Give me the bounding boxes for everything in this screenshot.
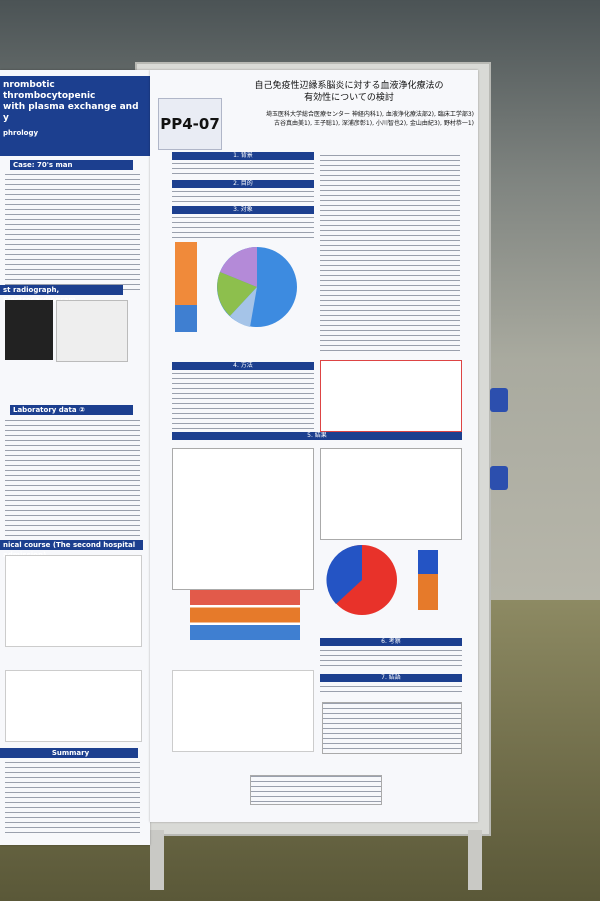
stacked-bar-graphic [418, 550, 438, 610]
affiliation: phrology [3, 129, 39, 137]
section-header: 3. 対象 [172, 206, 314, 214]
author-names: 古谷真由美1), 王子聡1), 深浦彦彰1), 小川智也2), 金山由紀3), … [273, 120, 474, 127]
pie-slice [220, 247, 257, 287]
section-header: Case: 70's man [10, 160, 133, 170]
xray-image [5, 300, 53, 360]
poster-title-line: 有効性についての検討 [304, 93, 394, 103]
section-header: st radiograph, Electrocardiogram [0, 285, 123, 304]
note-box [322, 702, 462, 754]
text-block [172, 163, 314, 177]
left-poster-header: nrombotic thrombocytopenic with plasma e… [0, 76, 150, 156]
section-header: 5. 結果 [172, 432, 462, 440]
survival-chart [5, 670, 142, 742]
section-header: 2. 目的 [172, 180, 314, 188]
table-block [5, 420, 140, 540]
poster-title-line: nrombotic thrombocytopenic [3, 80, 96, 101]
affiliations: 埼玉医科大学総合医療センター 神経内科1), 血液浄化療法部2), 臨床工学部3… [265, 111, 474, 118]
bar-chart-graphic [172, 670, 314, 752]
text-block [320, 650, 462, 670]
board-leg [150, 830, 164, 890]
section-header: Laboratory data ② [10, 405, 133, 415]
poster-title-line: y [3, 113, 9, 123]
results-table [172, 448, 314, 590]
clinical-course-chart [5, 555, 142, 647]
left-poster: nrombotic thrombocytopenic with plasma e… [0, 70, 150, 845]
pie-slice [326, 544, 362, 604]
poster-code: PP4-07 [158, 98, 222, 150]
section-header: 6. 考察 [320, 638, 462, 646]
stacked-bar-graphic [175, 242, 197, 332]
text-block [172, 217, 314, 239]
footer-box [250, 775, 382, 805]
right-poster: PP4-07 自己免疫性辺縁系脳炎に対する血液浄化療法の 有効性についての検討 … [150, 70, 478, 822]
authors: 埼玉医科大学総合医療センター 神経内科1), 血液浄化療法部2), 臨床工学部3… [224, 110, 474, 128]
poster-title-line: with plasma exchange and [3, 102, 139, 112]
section-header: Summary [0, 748, 138, 758]
text-block [5, 762, 140, 837]
pie-slice [230, 287, 257, 327]
pie-graphic [326, 544, 397, 615]
board-clip [490, 388, 508, 412]
bar-graphic [190, 590, 300, 640]
pie-graphic [217, 247, 297, 327]
scale-box [320, 360, 462, 432]
text-block [5, 174, 140, 294]
section-header: 7. 結語 [320, 674, 462, 682]
results-table [320, 448, 462, 540]
text-block [320, 686, 462, 696]
text-block [320, 155, 460, 355]
section-header: 4. 方法 [172, 362, 314, 370]
ecg-image [56, 300, 128, 362]
board-clip [490, 466, 508, 490]
section-header: nical course (The second hospital admiss… [0, 540, 143, 559]
text-block [172, 373, 314, 433]
pie-slice [217, 272, 257, 316]
poster-title-line: 自己免疫性辺縁系脳炎に対する血液浄化療法の [254, 81, 444, 91]
text-block [172, 191, 314, 203]
poster-title: 自己免疫性辺縁系脳炎に対する血液浄化療法の 有効性についての検討 [224, 80, 474, 104]
board-leg [468, 830, 482, 890]
section-header: 1. 背景 [172, 152, 314, 160]
